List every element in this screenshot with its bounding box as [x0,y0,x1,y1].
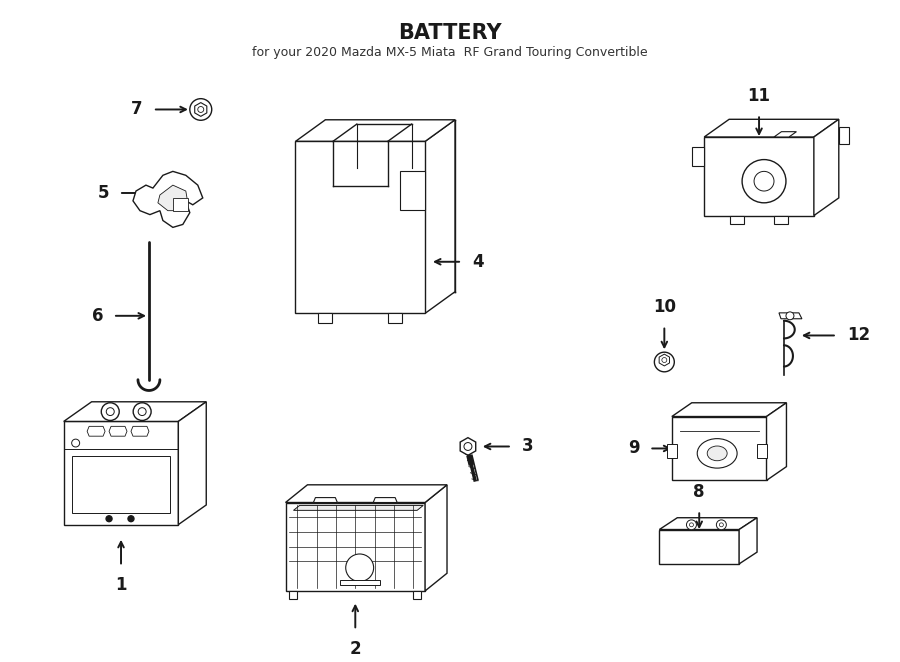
Polygon shape [767,402,787,481]
Polygon shape [319,313,332,323]
Polygon shape [64,422,178,524]
Polygon shape [667,444,677,458]
Circle shape [719,523,724,527]
Circle shape [139,408,146,416]
Polygon shape [460,438,476,455]
Polygon shape [671,402,787,416]
Polygon shape [671,416,767,481]
Ellipse shape [698,439,737,468]
Polygon shape [72,456,170,513]
Polygon shape [814,119,839,216]
Text: 1: 1 [115,576,127,594]
Circle shape [464,443,472,450]
Polygon shape [131,426,149,436]
Text: 11: 11 [748,87,770,105]
Polygon shape [757,444,767,458]
Text: 10: 10 [652,298,676,316]
Polygon shape [194,103,207,117]
Polygon shape [839,127,849,144]
Polygon shape [285,485,447,502]
Polygon shape [388,313,402,323]
Circle shape [687,520,697,530]
Text: 2: 2 [349,640,361,658]
Polygon shape [109,426,127,436]
Text: 5: 5 [97,184,109,202]
Circle shape [662,357,667,363]
Circle shape [346,554,374,581]
Text: BATTERY: BATTERY [398,23,502,43]
Text: 7: 7 [131,101,143,118]
Text: 3: 3 [522,438,534,455]
Polygon shape [158,185,188,211]
Polygon shape [173,198,188,211]
Polygon shape [779,313,802,319]
Polygon shape [178,402,206,524]
Circle shape [654,352,674,372]
Polygon shape [64,402,206,422]
Polygon shape [295,120,455,142]
Circle shape [742,160,786,203]
Text: 4: 4 [472,253,483,271]
Circle shape [106,408,114,416]
Circle shape [754,171,774,191]
Polygon shape [293,505,423,510]
Circle shape [716,520,726,530]
Polygon shape [295,142,425,313]
Polygon shape [290,591,298,599]
Polygon shape [704,137,814,216]
Polygon shape [704,119,839,137]
Polygon shape [730,216,744,224]
Circle shape [102,402,119,420]
Polygon shape [659,354,670,366]
Polygon shape [425,120,455,313]
Polygon shape [313,498,338,502]
Ellipse shape [707,446,727,461]
Polygon shape [87,426,105,436]
Polygon shape [660,518,757,530]
Polygon shape [339,579,380,585]
Polygon shape [400,171,425,211]
Polygon shape [374,498,397,502]
Polygon shape [739,518,757,564]
Polygon shape [774,216,788,224]
Circle shape [133,402,151,420]
Polygon shape [285,502,425,591]
Text: 8: 8 [694,483,705,500]
Polygon shape [660,530,739,564]
Circle shape [106,516,112,522]
Polygon shape [774,132,796,137]
Circle shape [128,516,134,522]
Circle shape [786,312,794,320]
Circle shape [689,523,693,527]
Polygon shape [425,485,447,591]
Polygon shape [413,591,421,599]
Circle shape [190,99,212,120]
Polygon shape [133,171,202,227]
Text: 12: 12 [847,326,870,344]
Polygon shape [692,147,704,166]
Circle shape [72,439,79,447]
Text: 9: 9 [628,440,639,457]
Text: for your 2020 Mazda MX-5 Miata  RF Grand Touring Convertible: for your 2020 Mazda MX-5 Miata RF Grand … [252,46,648,59]
Text: 6: 6 [92,307,104,325]
Circle shape [198,107,203,113]
